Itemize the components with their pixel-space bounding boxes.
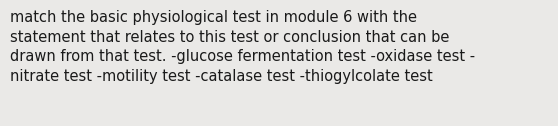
Text: match the basic physiological test in module 6 with the
statement that relates t: match the basic physiological test in mo… (10, 10, 475, 84)
